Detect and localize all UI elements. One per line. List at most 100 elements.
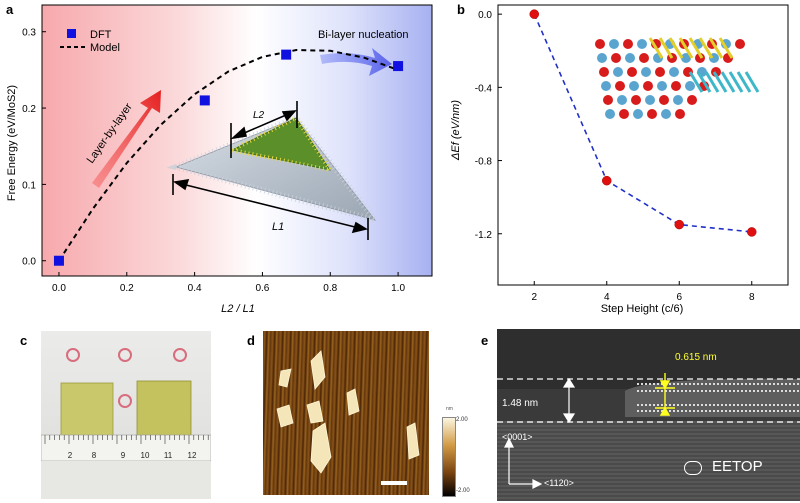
afm-flakes xyxy=(276,350,420,485)
atom xyxy=(669,67,679,77)
tem-interlayer-label: 0.615 nm xyxy=(675,352,717,363)
atom xyxy=(711,67,721,77)
atom xyxy=(615,81,625,91)
layer-stick xyxy=(696,71,712,93)
atom xyxy=(595,39,605,49)
bilayer-nucleation-arrow xyxy=(320,48,392,76)
xtick-label-a-0: 0.0 xyxy=(52,283,66,294)
layer-stick xyxy=(688,71,704,93)
xtick-label-b-0: 2 xyxy=(531,292,537,303)
atom xyxy=(597,53,607,63)
atom xyxy=(603,95,613,105)
panel-label-e: e xyxy=(481,333,489,348)
atom xyxy=(637,39,647,49)
legend-dft-label: DFT xyxy=(90,29,112,41)
atom xyxy=(661,109,671,119)
dft-point xyxy=(281,49,292,60)
legend-model-label: Model xyxy=(90,42,120,54)
atom xyxy=(617,95,627,105)
axis-b-xlabel: Step Height (c/6) xyxy=(601,303,684,315)
afm-colorbar xyxy=(442,417,456,497)
panel-label-c: c xyxy=(20,333,28,348)
panel-label-a: a xyxy=(6,2,14,17)
colorbar-bottom-label: -2.00 xyxy=(456,488,470,494)
annotation-l2: L2 xyxy=(253,110,265,121)
ytick-label-b-0: 0.0 xyxy=(478,10,492,21)
layer-stick xyxy=(688,37,704,59)
axis-b-ylabel: ΔEf (eV/nm) xyxy=(450,100,462,161)
layer-stick xyxy=(658,37,674,59)
layer-by-layer-arrow xyxy=(92,90,161,188)
layer-stick xyxy=(728,71,744,93)
atom xyxy=(687,95,697,105)
atom xyxy=(619,109,629,119)
layer-stick xyxy=(712,71,728,93)
energy-point xyxy=(747,227,757,237)
dimension-arrows xyxy=(172,101,369,240)
ytick-label-a-2: 0.2 xyxy=(22,104,36,115)
atom xyxy=(625,53,635,63)
atom xyxy=(641,67,651,77)
afm-image xyxy=(263,331,429,495)
xtick-label-a-5: 1.0 xyxy=(391,283,405,294)
atom xyxy=(633,109,643,119)
watermark-text: EETOP xyxy=(712,458,763,475)
xtick-label-a-3: 0.6 xyxy=(255,283,269,294)
xtick-label-b-3: 8 xyxy=(749,292,755,303)
layer-stick xyxy=(678,37,694,59)
atom xyxy=(673,95,683,105)
tem-drawing xyxy=(497,329,800,501)
atom xyxy=(655,67,665,77)
ruler-number: 11 xyxy=(164,451,173,460)
tem-step-label: 1.48 nm xyxy=(502,398,539,409)
chart-a: 0.0 0.2 0.4 0.6 0.8 1.0 0.0 0.1 0.2 0.3 DFT Model… xyxy=(6,4,433,315)
dft-point xyxy=(53,255,64,266)
layer-stick xyxy=(744,71,760,93)
atom xyxy=(647,109,657,119)
atom xyxy=(685,81,695,91)
annotation-bilayer-nucleation: Bi-layer nucleation xyxy=(318,29,409,41)
atom xyxy=(643,81,653,91)
energy-point xyxy=(602,175,612,186)
legend-dft-marker xyxy=(67,29,76,38)
atom xyxy=(681,53,691,63)
panel-label-b: b xyxy=(457,2,465,17)
dft-point xyxy=(199,95,210,106)
interlayer-marker xyxy=(655,373,675,416)
atom xyxy=(601,81,611,91)
xtick-label-b-1: 4 xyxy=(604,292,610,303)
ytick-label-b-1: -0.4 xyxy=(475,83,493,94)
xtick-label-b-2: 6 xyxy=(676,292,682,303)
tem-axis1-label: <0001> xyxy=(502,432,533,442)
model-curve xyxy=(58,48,399,262)
energy-curve xyxy=(533,13,752,233)
sample-left xyxy=(60,382,114,442)
photo-c-drawing: 2 8 9 10 11 12 xyxy=(41,348,211,499)
atom xyxy=(695,53,705,63)
atom xyxy=(609,39,619,49)
ruler-number: 2 xyxy=(68,451,73,460)
atom xyxy=(671,81,681,91)
colorbar-top-label: 2.00 xyxy=(456,417,468,423)
wechat-logo-icon xyxy=(684,461,702,475)
dft-point xyxy=(393,61,404,72)
ytick-label-a-0: 0.0 xyxy=(22,257,36,268)
xtick-label-a-2: 0.4 xyxy=(188,283,202,294)
atom xyxy=(599,67,609,77)
ruler-number: 8 xyxy=(92,451,97,460)
xtick-label-a-1: 0.2 xyxy=(120,283,134,294)
layer-stick xyxy=(720,71,736,93)
energy-point xyxy=(674,219,684,230)
photo-samples-on-ruler: 2 8 9 10 11 12 xyxy=(41,331,211,499)
atom xyxy=(627,67,637,77)
annotation-l1: L1 xyxy=(272,221,284,233)
layer-stick xyxy=(718,37,734,59)
ruler-number: 9 xyxy=(121,451,126,460)
ruler xyxy=(41,434,211,462)
layer-stick xyxy=(668,37,684,59)
tem-image xyxy=(497,329,800,501)
ruler-number: 10 xyxy=(141,451,150,460)
ruler-number: 12 xyxy=(188,451,197,460)
ytick-label-a-1: 0.1 xyxy=(22,180,36,191)
atom xyxy=(639,53,649,63)
